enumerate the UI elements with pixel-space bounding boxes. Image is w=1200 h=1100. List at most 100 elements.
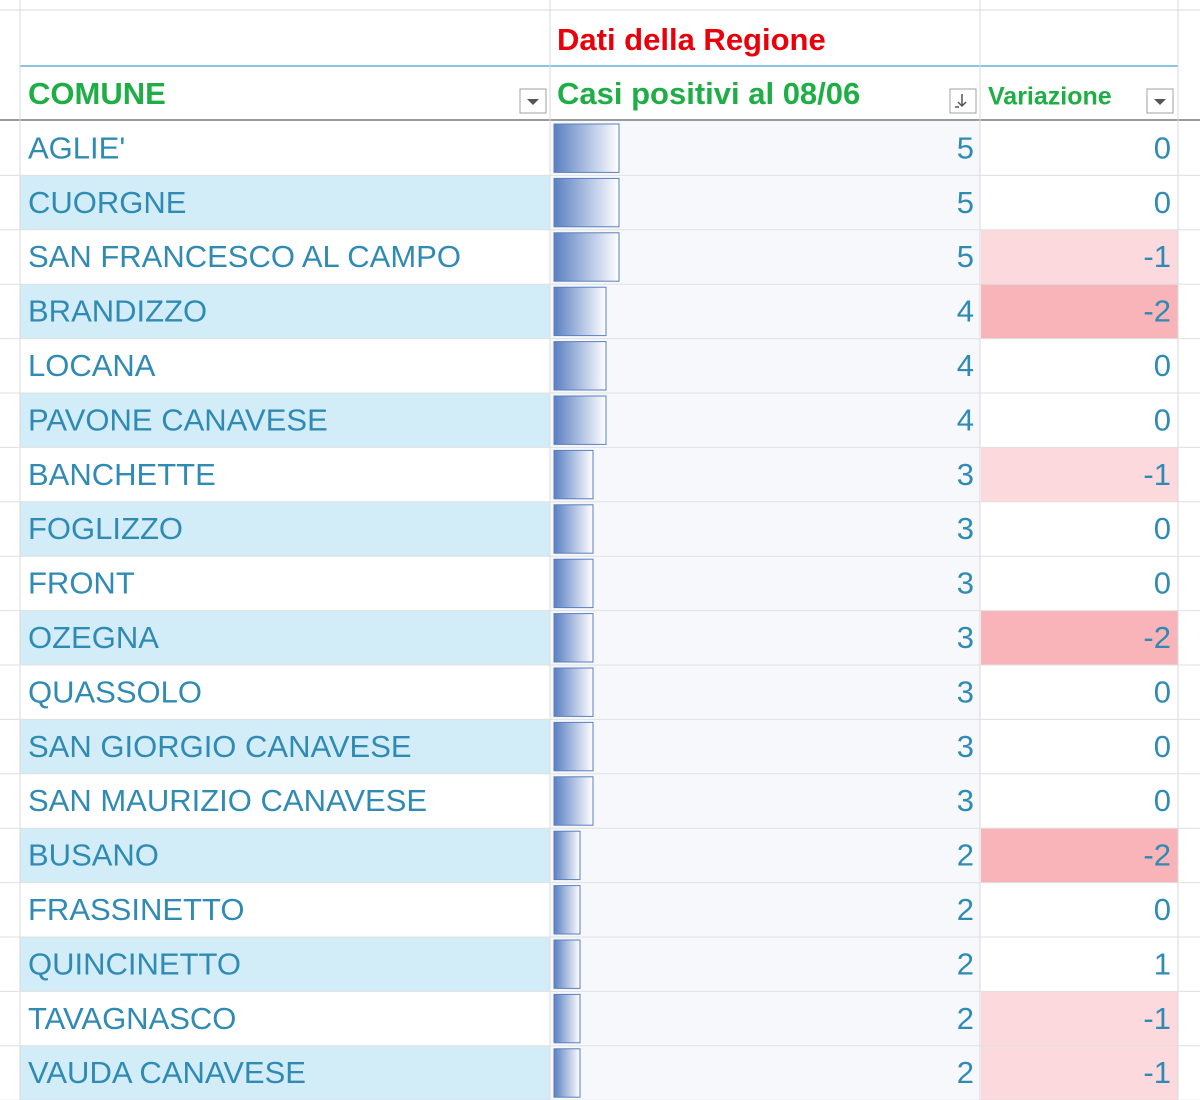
comune-name: PAVONE CANAVESE: [28, 402, 328, 437]
data-bar-cell: [551, 556, 980, 611]
data-bar-cell: [551, 393, 980, 448]
comune-name: SAN FRANCESCO AL CAMPO: [28, 239, 461, 274]
data-bar: [553, 449, 594, 500]
row-band: [20, 175, 550, 230]
comune-name: QUINCINETTO: [28, 946, 241, 981]
cases-value: 4: [957, 348, 974, 383]
data-bar-cell: [551, 991, 980, 1046]
data-bar-cell: [551, 937, 980, 992]
highlight-cell: [981, 284, 1178, 339]
comune-name: SAN GIORGIO CANAVESE: [28, 729, 412, 764]
data-bar-cell: [551, 773, 980, 829]
comune-name: FOGLIZZO: [28, 511, 183, 546]
data-bar: [553, 558, 594, 609]
variation-value: 0: [1154, 892, 1171, 927]
comune-name: OZEGNA: [28, 620, 159, 655]
highlight-cell: [981, 828, 1178, 883]
variation-value: 0: [1154, 348, 1171, 383]
data-bar: [553, 177, 620, 228]
column-header: COMUNE: [28, 76, 166, 111]
data-bar-cell: [551, 175, 980, 230]
data-bar-cell: [551, 447, 980, 502]
data-bar: [553, 667, 594, 717]
comune-name: BANCHETTE: [28, 457, 216, 492]
cases-value: 2: [957, 946, 974, 981]
highlight-cell: [981, 1045, 1178, 1100]
comune-name: SAN MAURIZIO CANAVESE: [28, 783, 427, 818]
data-bar: [553, 721, 594, 772]
variation-value: 0: [1154, 185, 1171, 220]
data-bar-cell: [551, 665, 980, 720]
data-bar: [553, 232, 620, 282]
row-band: [20, 393, 550, 448]
data-bar-cell: [551, 229, 980, 285]
comune-name: VAUDA CANAVESE: [28, 1055, 306, 1090]
variation-value: 0: [1154, 783, 1171, 818]
filter-button[interactable]: [1146, 88, 1174, 114]
variation-value: -2: [1143, 838, 1171, 873]
row-band: [20, 610, 550, 665]
data-bar-cell: [551, 882, 980, 937]
variation-value: 0: [1154, 674, 1171, 709]
column-header: Casi positivi al 08/06: [557, 76, 860, 111]
data-bar-cell: [551, 719, 980, 774]
cases-value: 2: [957, 1001, 974, 1036]
row-band: [20, 501, 550, 557]
cases-value: 4: [957, 294, 974, 329]
comune-name: LOCANA: [28, 348, 156, 383]
data-bar: [553, 1048, 581, 1098]
data-bar-cell: [551, 338, 980, 393]
cases-value: 5: [957, 239, 974, 274]
data-bar-cell: [551, 610, 980, 665]
row-band: [20, 937, 550, 992]
cases-value: 3: [957, 620, 974, 655]
data-bar: [553, 939, 581, 989]
cases-value: 5: [957, 185, 974, 220]
cases-value: 4: [957, 402, 974, 437]
data-bar: [553, 123, 620, 173]
data-bar: [553, 885, 581, 935]
highlight-cell: [981, 610, 1178, 665]
variation-value: -1: [1143, 1001, 1171, 1036]
variation-value: 0: [1154, 566, 1171, 601]
data-bar-cell: [551, 501, 980, 557]
comune-name: TAVAGNASCO: [28, 1001, 236, 1036]
comune-name: BRANDIZZO: [28, 294, 207, 329]
row-band: [20, 284, 550, 339]
cases-value: 3: [957, 674, 974, 709]
row-band: [20, 1045, 550, 1100]
data-bar: [553, 776, 594, 826]
variation-value: 1: [1154, 946, 1171, 981]
cases-value: 3: [957, 511, 974, 546]
cell-backgrounds: [20, 121, 1178, 1100]
data-bar: [553, 341, 607, 391]
variation-value: -2: [1143, 620, 1171, 655]
cases-value: 5: [957, 130, 974, 165]
data-bar: [553, 613, 594, 663]
data-bar: [553, 830, 581, 881]
comune-name: CUORGNE: [28, 185, 186, 220]
table-body: AGLIE' 5 0 CUORGNE 5 0 SAN FRANCESCO AL CAMPO 5…: [28, 123, 1171, 1098]
highlight-cell: [981, 991, 1178, 1046]
column-header: Variazione: [988, 83, 1112, 111]
variation-value: 0: [1154, 402, 1171, 437]
filter-button[interactable]: [519, 88, 547, 114]
cases-value: 3: [957, 783, 974, 818]
comune-name: AGLIE': [28, 130, 125, 165]
data-bar: [553, 993, 581, 1044]
cases-value: 2: [957, 838, 974, 873]
data-bar: [553, 286, 607, 337]
data-bar-cell: [551, 121, 980, 176]
data-bar-cell: [551, 828, 980, 883]
cases-value: 2: [957, 892, 974, 927]
group-title: Dati della Regione: [557, 22, 826, 57]
variation-value: -1: [1143, 239, 1171, 274]
sort-filter-button[interactable]: [949, 88, 977, 114]
variation-value: -2: [1143, 294, 1171, 329]
data-bar: [553, 504, 594, 554]
highlight-cell: [981, 447, 1178, 502]
data-bar: [553, 395, 607, 445]
